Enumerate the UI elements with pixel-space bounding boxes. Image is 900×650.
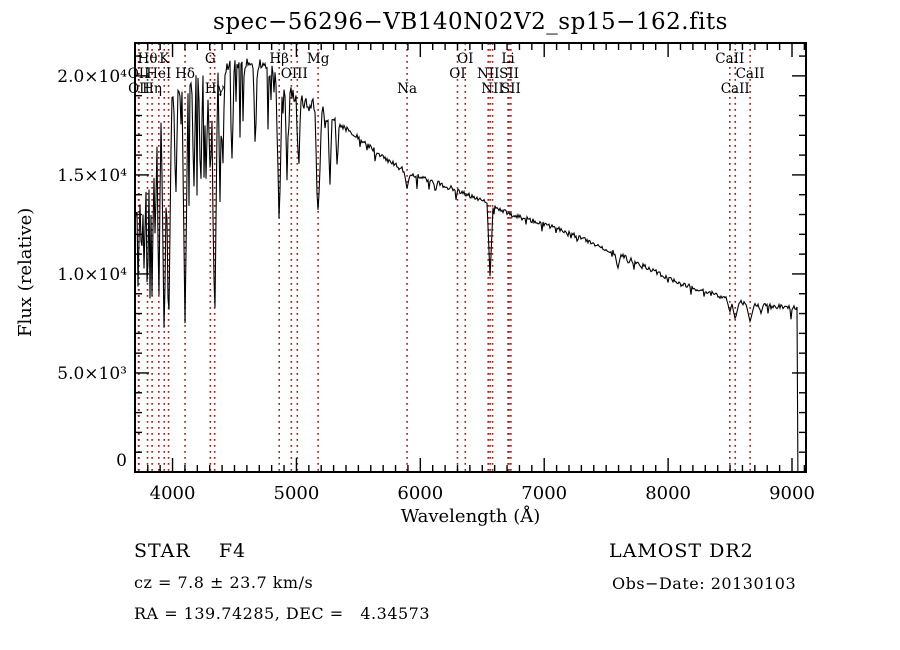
line-id-label: CaII	[721, 81, 750, 97]
line-id-label: G	[205, 51, 216, 67]
line-id-label: CaII	[715, 51, 744, 67]
obs-date-text: Obs−Date: 20130103	[612, 574, 797, 593]
line-id-label: OI	[457, 51, 473, 67]
line-id-label: NII	[481, 81, 503, 97]
line-id-label: OI	[449, 66, 465, 82]
x-tick-label: 7000	[521, 483, 567, 504]
x-tick-label: 9000	[769, 483, 815, 504]
line-id-label: Mg	[307, 51, 330, 67]
y-tick-label: 1.0×10⁴	[57, 265, 127, 285]
object-class-text: STAR F4	[134, 540, 247, 562]
ra-dec-text: RA = 139.74285, DEC = 4.34573	[134, 604, 431, 623]
line-id-label: SII	[499, 66, 519, 82]
line-id-label: K	[159, 51, 170, 67]
line-id-label: Li	[501, 51, 515, 67]
line-id-label: NII	[477, 66, 499, 82]
x-tick-label: 6000	[397, 483, 443, 504]
line-id-label: OIII	[281, 66, 308, 82]
x-tick-label: 5000	[274, 483, 320, 504]
spectrum-trace	[134, 58, 799, 473]
line-id-label: Na	[397, 81, 417, 97]
plot-title: spec−56296−VB140N02V2_sp15−162.fits	[213, 9, 728, 35]
line-id-label: Hη	[142, 81, 162, 97]
line-id-label: HeI	[146, 66, 171, 82]
line-id-label: OII	[128, 81, 150, 97]
line-id-label: OII	[128, 66, 150, 82]
line-id-label: CaII	[736, 66, 765, 82]
line-id-label: Hγ	[205, 81, 225, 97]
y-tick-label: 0	[116, 451, 127, 471]
survey-name-text: LAMOST DR2	[609, 540, 754, 562]
y-tick-label: 1.5×10⁴	[57, 166, 127, 186]
x-tick-label: 4000	[150, 483, 196, 504]
line-id-label: SII	[501, 81, 521, 97]
line-id-label: Hβ	[269, 51, 289, 67]
line-id-label: Hθ	[138, 51, 158, 67]
y-tick-label: 2.0×10⁴	[57, 67, 127, 87]
cz-velocity-text: cz = 7.8 ± 23.7 km/s	[134, 573, 314, 592]
line-id-label: Hδ	[175, 66, 195, 82]
x-axis-label: Wavelength (Å)	[400, 506, 541, 527]
y-tick-label: 5.0×10³	[57, 364, 127, 384]
x-tick-label: 8000	[645, 483, 691, 504]
y-axis-label: Flux (relative)	[15, 207, 36, 337]
